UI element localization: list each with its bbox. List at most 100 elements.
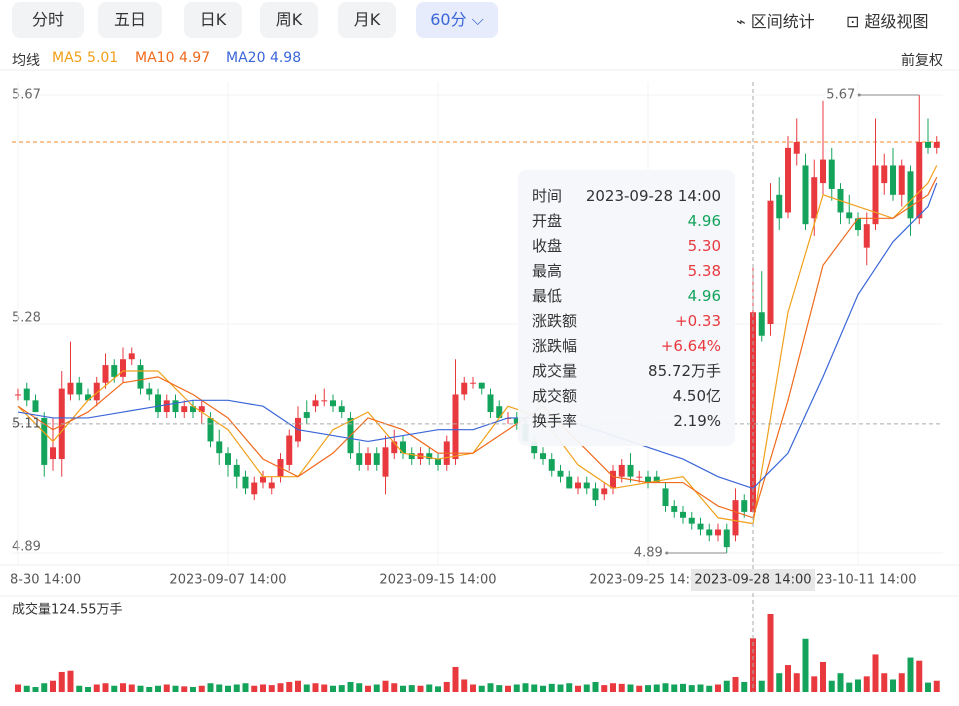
candle-body [321, 400, 328, 402]
volume-bar [583, 684, 590, 692]
candle-body [776, 194, 783, 219]
period-tab[interactable]: 分时 [12, 2, 84, 38]
candle-body [723, 529, 730, 548]
volume-bar [251, 685, 258, 692]
volume-bar [890, 679, 896, 692]
tooltip-value: 4.96 [687, 287, 721, 305]
candle-body [662, 488, 669, 507]
volume-bar [680, 683, 686, 692]
period-tab[interactable]: 日K [184, 2, 242, 38]
candle-body [470, 382, 476, 384]
candle-body [207, 417, 214, 442]
volume-bar [225, 685, 231, 692]
candle-body [601, 488, 608, 495]
volume-bar [198, 685, 205, 692]
volume-bar [697, 684, 704, 692]
tooltip-label: 换手率 [532, 412, 578, 430]
candle-body [93, 382, 100, 401]
volume-bar [417, 685, 424, 692]
volume-bar [671, 684, 678, 692]
candle-body [916, 141, 923, 219]
volume-bar [645, 685, 651, 692]
candle-body [680, 511, 686, 518]
volume-bar [828, 680, 835, 692]
volume-bar [172, 685, 179, 692]
volume-bar [382, 680, 389, 692]
volume-bar [330, 685, 336, 692]
candle-body [933, 141, 940, 148]
tooltip-label: 时间 [532, 187, 563, 205]
volume-bar [855, 679, 861, 692]
volume-bar [85, 686, 91, 692]
candle-body [846, 212, 853, 219]
volume-bar [688, 685, 695, 692]
volume-bar [540, 685, 546, 692]
volume-bar [592, 681, 599, 692]
candle-body [706, 529, 713, 536]
period-tab[interactable]: 60分 ⌵ [416, 2, 498, 38]
ma-line [17, 176, 938, 519]
x-tick-label: 2023-09-25 14:00 [589, 573, 706, 588]
tooltip-row: 最高 5.38 [532, 259, 721, 284]
super-view[interactable]: ⊡ 超级视图 [846, 12, 929, 31]
candle-body [400, 441, 406, 454]
volume-bar [233, 684, 240, 692]
candle-body [793, 141, 800, 154]
candle-body [487, 394, 494, 413]
tooltip-label: 最高 [532, 262, 563, 280]
candle-body [872, 165, 879, 225]
ma-line [17, 165, 938, 525]
candle-body [898, 165, 905, 195]
volume-bar [76, 685, 83, 692]
candle-body [233, 464, 240, 477]
volume-bar [522, 683, 529, 692]
ma-name: MA10 [135, 50, 175, 66]
candle-body [557, 470, 564, 477]
period-tab[interactable]: 五日 [98, 2, 162, 38]
period-tab[interactable]: 月K [338, 2, 396, 38]
candle-body [540, 453, 546, 460]
candle-body [155, 394, 161, 413]
volume-bar [400, 685, 406, 692]
volume-bar [548, 683, 555, 692]
tooltip-value: +0.33 [675, 312, 721, 330]
volume-bar [295, 680, 301, 692]
period-tab[interactable]: 周K [260, 2, 318, 38]
tooltip-value: 5.30 [687, 237, 721, 255]
range-stats[interactable]: ⌁ 区间统计 [736, 12, 815, 31]
ma-value: 4.98 [269, 50, 302, 66]
adjust-mode[interactable]: 前复权 [901, 53, 943, 69]
candle-body [688, 517, 695, 524]
volume-bar [128, 684, 135, 692]
volume-bar [767, 614, 774, 692]
volume-bar [312, 683, 319, 692]
volume-bar [321, 684, 328, 692]
volume-bar [408, 685, 415, 692]
candle-body [242, 476, 249, 489]
volume-bar [662, 683, 669, 692]
candle-body [881, 165, 888, 184]
candle-body [102, 365, 109, 383]
candle-body [478, 382, 485, 389]
volume-bar [15, 684, 21, 692]
volume-bar [50, 680, 56, 692]
ma-legend-item: MA20 4.98 [226, 50, 301, 66]
volume-bar [391, 683, 398, 692]
tool-label: 超级视图 [864, 12, 929, 31]
candle-body [583, 482, 590, 489]
candle-body [330, 400, 336, 407]
volume-bar [496, 685, 503, 692]
candle-body [452, 394, 459, 460]
volume-bar [610, 683, 616, 692]
candle-body [172, 400, 179, 413]
tooltip-value: 85.72万手 [648, 362, 721, 380]
tooltip: 时间 2023-09-28 14:00 开盘 4.96 收盘 5.30 最高 5.38 最低 4.… [518, 170, 735, 446]
candle-body [461, 382, 468, 395]
candle-body [15, 394, 21, 396]
candle-body [548, 459, 555, 471]
volume-bar [802, 638, 809, 692]
candle-body [365, 453, 371, 465]
tooltip-row: 成交额 4.50亿 [532, 384, 721, 409]
volume-bar [881, 673, 888, 692]
volume-bar [776, 673, 783, 692]
